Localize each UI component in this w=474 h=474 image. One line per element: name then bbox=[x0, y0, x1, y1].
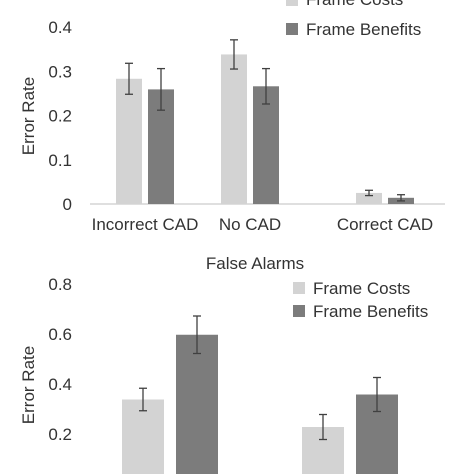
bottom-bar-frame-costs-0 bbox=[122, 399, 164, 474]
top-bars bbox=[116, 39, 414, 205]
top-bar-frame-benefits-1 bbox=[253, 86, 279, 204]
bottom-error-bar-frame-benefits-0 bbox=[193, 315, 201, 355]
bottom-y-ticks: 0.2 0.4 0.6 0.8 bbox=[48, 275, 72, 444]
bottom-bars bbox=[122, 315, 398, 474]
bottom-bar-frame-benefits-0 bbox=[176, 334, 218, 474]
top-x-ticks: Incorrect CAD No CAD Correct CAD bbox=[92, 215, 434, 234]
top-error-bar-frame-benefits-0 bbox=[157, 67, 165, 111]
top-chart: Error Rate 0 0.1 0.2 0.3 0.4 Incorrect CAD No… bbox=[19, 0, 445, 234]
bottom-error-bar-frame-costs-0 bbox=[139, 387, 147, 412]
top-legend-swatch-frame-costs bbox=[286, 0, 298, 6]
top-bar-frame-costs-1 bbox=[221, 54, 247, 205]
bottom-chart-title: False Alarms bbox=[206, 254, 304, 273]
top-bar-frame-costs-2 bbox=[356, 192, 382, 204]
bottom-legend-swatch-frame-benefits bbox=[293, 305, 305, 317]
bottom-error-bar-frame-costs-1 bbox=[319, 413, 327, 441]
top-error-bar-frame-costs-1 bbox=[230, 39, 238, 70]
bottom-y-tick-label: 0.2 bbox=[48, 425, 72, 444]
top-x-tick-label: Correct CAD bbox=[337, 215, 433, 234]
top-legend-swatch-frame-benefits bbox=[286, 23, 298, 35]
top-y-tick-label: 0.4 bbox=[48, 18, 72, 37]
top-y-axis-label: Error Rate bbox=[19, 77, 38, 155]
top-y-tick-label: 0.3 bbox=[48, 62, 72, 81]
bottom-chart: False Alarms Error Rate 0.2 0.4 0.6 0.8 Fra… bbox=[19, 254, 428, 474]
top-legend-label-frame-costs: Frame Costs bbox=[306, 0, 403, 9]
bottom-legend-label-frame-benefits: Frame Benefits bbox=[313, 302, 428, 321]
bottom-y-tick-label: 0.6 bbox=[48, 325, 72, 344]
bottom-y-tick-label: 0.4 bbox=[48, 375, 72, 394]
top-x-tick-label: Incorrect CAD bbox=[92, 215, 199, 234]
top-y-ticks: 0 0.1 0.2 0.3 0.4 bbox=[48, 18, 72, 214]
bottom-legend-swatch-frame-costs bbox=[293, 282, 305, 294]
bottom-error-bar-frame-benefits-1 bbox=[373, 376, 381, 413]
top-error-bar-frame-costs-2 bbox=[365, 189, 373, 197]
bottom-y-axis-label: Error Rate bbox=[19, 346, 38, 424]
bottom-legend: Frame Costs Frame Benefits bbox=[293, 279, 428, 321]
top-error-bar-frame-costs-0 bbox=[125, 62, 133, 95]
top-bar-frame-costs-0 bbox=[116, 78, 142, 204]
top-y-tick-label: 0 bbox=[63, 195, 72, 214]
top-y-tick-label: 0.1 bbox=[48, 151, 72, 170]
top-legend: Frame Costs Frame Benefits bbox=[286, 0, 421, 39]
top-legend-label-frame-benefits: Frame Benefits bbox=[306, 20, 421, 39]
top-error-bar-frame-benefits-1 bbox=[262, 67, 270, 105]
top-y-tick-label: 0.2 bbox=[48, 107, 72, 126]
bottom-legend-label-frame-costs: Frame Costs bbox=[313, 279, 410, 298]
top-error-bar-frame-benefits-2 bbox=[397, 194, 405, 202]
bottom-y-tick-label: 0.8 bbox=[48, 275, 72, 294]
top-x-tick-label: No CAD bbox=[219, 215, 281, 234]
